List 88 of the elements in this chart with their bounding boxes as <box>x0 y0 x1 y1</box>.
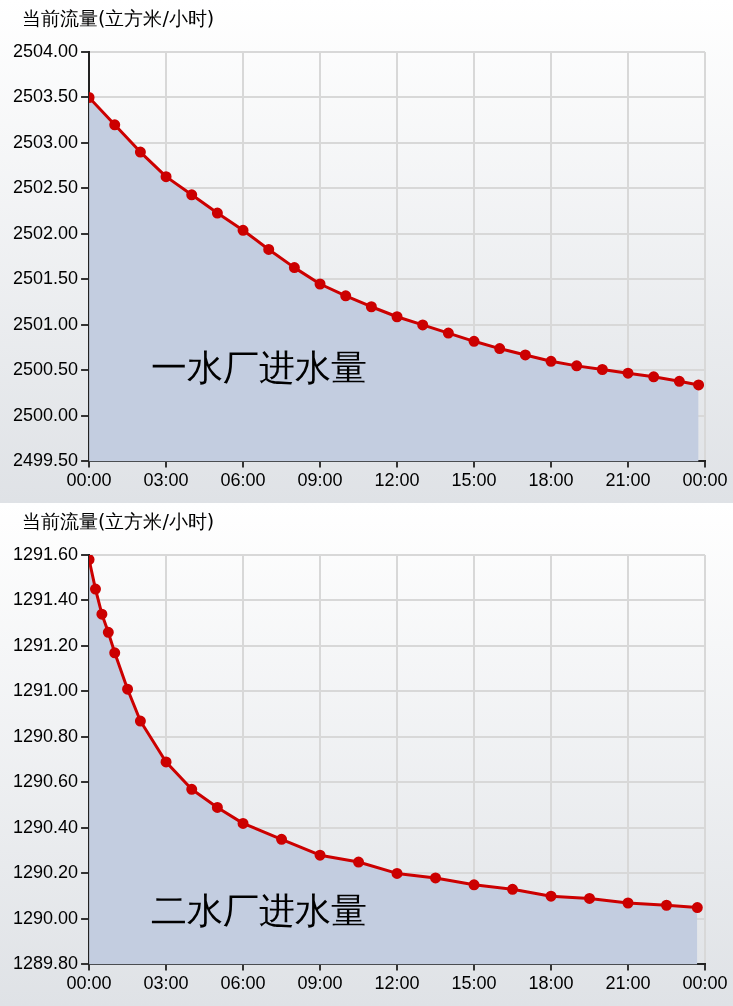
point <box>661 899 672 911</box>
point <box>648 371 660 383</box>
point <box>314 849 326 861</box>
point <box>468 335 480 347</box>
point <box>494 343 506 355</box>
y-tick-label: 1290.20 <box>12 862 79 883</box>
y-tick-label: 2499.50 <box>12 450 79 471</box>
point <box>109 119 121 131</box>
point <box>211 801 223 813</box>
point <box>96 608 108 620</box>
x-tick-label: 09:00 <box>297 470 343 491</box>
point <box>519 349 531 361</box>
x-tick-label: 06:00 <box>220 470 266 491</box>
point <box>673 375 685 387</box>
point <box>584 892 596 904</box>
y-tick-label: 2500.00 <box>12 404 79 425</box>
x-tick-label: 15:00 <box>451 973 497 994</box>
point <box>237 817 249 829</box>
point <box>596 364 608 376</box>
x-tick-label: 03:00 <box>143 973 189 994</box>
x-tick-label: 21:00 <box>605 470 651 491</box>
x-tick-label: 12:00 <box>374 470 420 491</box>
point <box>237 224 249 236</box>
y-tick-label: 2504.00 <box>12 40 79 61</box>
x-tick-label: 18:00 <box>528 470 574 491</box>
point <box>160 756 172 768</box>
point <box>365 301 377 313</box>
point <box>391 311 403 323</box>
point <box>109 647 121 659</box>
point <box>693 379 705 391</box>
y-tick-label: 1290.80 <box>12 725 79 746</box>
y-tick-label: 1291.00 <box>12 680 79 701</box>
x-tick-label: 18:00 <box>528 973 574 994</box>
y-axis-title: 当前流量(立方米/小时) <box>22 509 215 534</box>
point <box>571 360 583 372</box>
point <box>102 626 114 638</box>
x-tick-label: 00:00 <box>682 470 728 491</box>
point <box>340 290 352 302</box>
x-tick-label: 12:00 <box>374 973 420 994</box>
point <box>134 146 146 158</box>
y-tick-label: 1289.80 <box>12 953 79 974</box>
point <box>442 327 454 339</box>
y-tick-label: 2501.50 <box>12 268 79 289</box>
point <box>186 783 198 795</box>
point <box>507 883 519 895</box>
point <box>622 897 634 909</box>
point <box>122 683 134 695</box>
point <box>288 262 300 274</box>
x-tick-label: 15:00 <box>451 470 497 491</box>
y-tick-label: 1291.60 <box>12 543 79 564</box>
y-tick-label: 1291.40 <box>12 589 79 610</box>
annotation: 一水厂进水量 <box>150 346 367 388</box>
y-tick-label: 2500.50 <box>12 359 79 380</box>
y-tick-label: 2503.50 <box>12 86 79 107</box>
point <box>430 872 442 884</box>
point <box>276 833 288 845</box>
point <box>545 890 557 902</box>
point <box>134 715 146 727</box>
y-tick-label: 2503.00 <box>12 131 79 152</box>
x-tick-label: 09:00 <box>297 973 343 994</box>
y-tick-label: 2501.00 <box>12 313 79 334</box>
point <box>353 856 365 868</box>
point <box>160 171 172 183</box>
annotation: 二水厂进水量 <box>150 890 367 932</box>
y-tick-label: 1290.40 <box>12 816 79 837</box>
x-tick-label: 00:00 <box>682 973 728 994</box>
y-tick-label: 1290.00 <box>12 907 79 928</box>
point <box>263 243 275 255</box>
y-axis-title: 当前流量(立方米/小时) <box>22 6 215 31</box>
point <box>211 207 223 219</box>
point <box>314 278 326 290</box>
y-tick-label: 2502.00 <box>12 222 79 243</box>
point <box>89 583 101 595</box>
point <box>622 367 634 379</box>
point <box>468 879 480 891</box>
y-tick-label: 1290.60 <box>12 771 79 792</box>
x-tick-label: 06:00 <box>220 973 266 994</box>
x-tick-label: 03:00 <box>143 470 189 491</box>
x-tick-label: 21:00 <box>605 973 651 994</box>
point <box>186 189 198 201</box>
y-tick-label: 2502.50 <box>12 177 79 198</box>
point <box>391 867 403 879</box>
point <box>545 355 557 367</box>
x-tick-label: 00:00 <box>66 470 112 491</box>
x-tick-label: 00:00 <box>66 973 112 994</box>
point <box>691 902 703 914</box>
y-tick-label: 1291.20 <box>12 634 79 655</box>
point <box>417 319 429 331</box>
